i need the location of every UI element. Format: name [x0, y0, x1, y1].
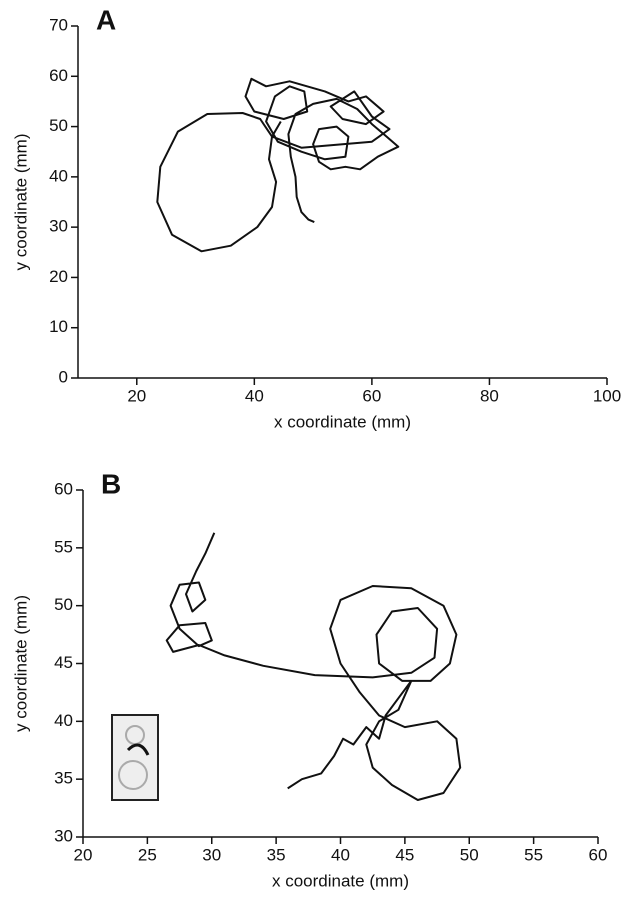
inset-loop [118, 760, 148, 790]
y-tick-label: 60 [49, 66, 68, 85]
inset-path [126, 743, 150, 756]
y-axis-label: y coordinate (mm) [11, 595, 30, 732]
y-tick-label: 30 [49, 217, 68, 236]
x-tick-label: 25 [138, 845, 157, 864]
y-tick-label: 20 [49, 267, 68, 286]
y-tick-label: 50 [49, 116, 68, 135]
x-tick-label: 20 [74, 845, 93, 864]
x-tick-label: 60 [589, 845, 608, 864]
x-tick-label: 40 [245, 386, 264, 405]
y-tick-label: 70 [49, 15, 68, 34]
x-axis-label: x coordinate (mm) [274, 412, 411, 431]
y-tick-label: 35 [54, 769, 73, 788]
x-tick-label: 55 [524, 845, 543, 864]
x-tick-label: 45 [395, 845, 414, 864]
y-tick-label: 55 [54, 537, 73, 556]
trajectory [165, 532, 462, 801]
x-axis-label: x coordinate (mm) [272, 871, 409, 890]
trajectory [156, 77, 400, 253]
y-tick-label: 40 [54, 711, 73, 730]
x-tick-label: 35 [267, 845, 286, 864]
x-tick-label: 100 [593, 386, 621, 405]
x-tick-label: 60 [362, 386, 381, 405]
panel-label: A [96, 4, 116, 35]
y-tick-label: 30 [54, 826, 73, 845]
y-axis-label: y coordinate (mm) [11, 134, 30, 271]
y-tick-label: 40 [49, 166, 68, 185]
x-tick-label: 30 [202, 845, 221, 864]
y-tick-label: 50 [54, 595, 73, 614]
y-tick-label: 10 [49, 317, 68, 336]
x-tick-label: 20 [127, 386, 146, 405]
x-tick-label: 50 [460, 845, 479, 864]
y-tick-label: 60 [54, 479, 73, 498]
y-tick-label: 45 [54, 653, 73, 672]
x-tick-label: 40 [331, 845, 350, 864]
panel-label: B [101, 468, 121, 499]
x-tick-label: 80 [480, 386, 499, 405]
y-tick-label: 0 [59, 367, 68, 386]
inset [111, 714, 159, 801]
